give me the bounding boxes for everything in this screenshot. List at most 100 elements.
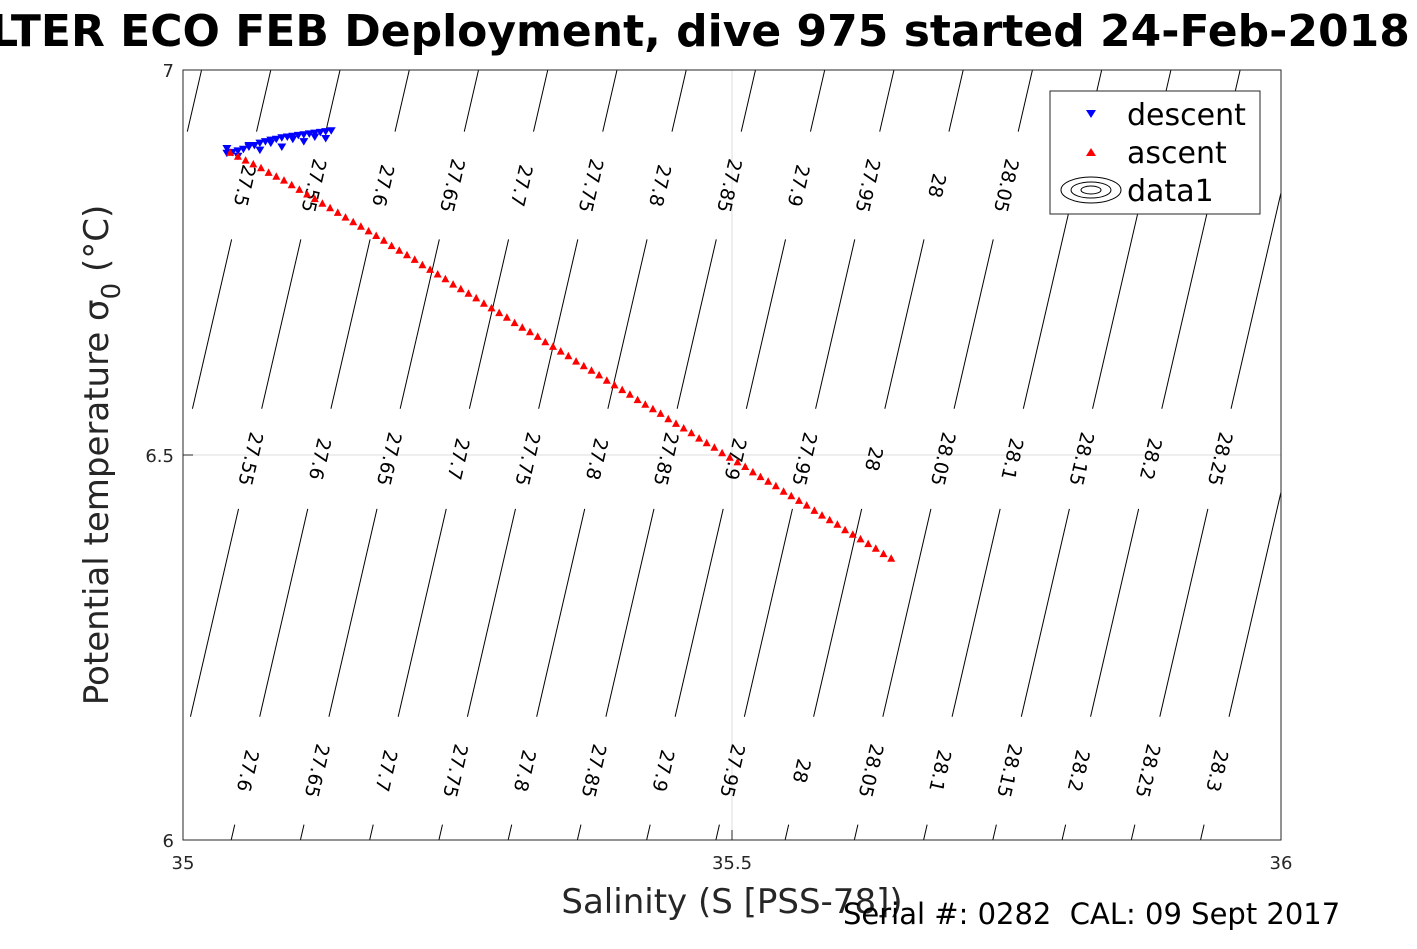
y-tick-label: 7	[163, 61, 174, 82]
ascent-point	[287, 180, 296, 189]
ascent-point	[510, 318, 519, 327]
ascent-point	[587, 366, 596, 374]
ascent-point	[441, 274, 450, 283]
contour-line-27.8	[536, 508, 586, 717]
ascent-point	[825, 515, 834, 524]
descent-point	[293, 131, 303, 140]
ascent-point	[341, 213, 350, 221]
contour-line-27.8	[507, 824, 513, 840]
contour-line-27.75	[602, 70, 618, 132]
contour-line-27.65	[399, 239, 440, 409]
ascent-point	[572, 357, 581, 365]
ascent-point	[656, 409, 665, 417]
ascent-point	[356, 222, 365, 230]
contour-line-28.05	[853, 824, 859, 840]
y-axis-label-main: Potential temperature σ	[77, 299, 117, 705]
ascent-point	[295, 185, 304, 193]
contour-line-28	[784, 824, 790, 840]
ascent-point	[741, 462, 750, 470]
ascent-point	[702, 438, 711, 447]
contour-line-28.2	[1090, 508, 1140, 717]
ascent-point	[349, 217, 358, 226]
contour-line-28.05	[1017, 70, 1033, 132]
ascent-point	[595, 370, 604, 379]
ascent-point	[233, 152, 242, 160]
contour-line-27.65	[463, 70, 480, 132]
ascent-point	[810, 506, 819, 514]
ascent-point	[679, 424, 688, 432]
ascent-point	[602, 376, 611, 384]
descent-point	[326, 127, 336, 135]
descent-point	[315, 128, 325, 137]
contour-line-27.75	[438, 824, 443, 840]
descent-point	[299, 138, 309, 146]
ascent-point	[472, 293, 481, 302]
contour-line-27.55	[261, 239, 302, 409]
contour-line-27.45	[186, 70, 203, 132]
chart-title: LTER ECO FEB Deployment, dive 975 starte…	[0, 6, 1410, 57]
ascent-point	[664, 414, 673, 423]
contour-line-27.7	[397, 508, 447, 717]
descent-point	[271, 135, 281, 144]
contour-line-28	[948, 70, 964, 132]
x-tick-label: 36	[1270, 853, 1293, 874]
contour-label-28: 28	[788, 756, 815, 785]
ascent-point	[818, 511, 826, 519]
contour-line-27.7	[533, 70, 549, 132]
data-series	[222, 127, 896, 562]
ascent-point	[372, 231, 381, 239]
ascent-point	[533, 332, 542, 340]
ascent-point	[379, 236, 388, 244]
ascent-point	[725, 453, 734, 461]
contour-line-28.3	[1228, 489, 1281, 717]
ascent-point	[502, 313, 511, 321]
contour-line-27.6	[259, 508, 309, 717]
ascent-point	[756, 472, 765, 481]
ascent-point	[841, 525, 850, 534]
descent-point	[255, 146, 265, 155]
contour-line-27.95	[715, 824, 720, 840]
ascent-point	[672, 419, 680, 427]
descent-point	[266, 139, 276, 148]
ascent-point	[318, 199, 327, 207]
descent-point	[288, 135, 298, 144]
ascent-point	[549, 342, 557, 350]
legend-contour-icon	[1060, 176, 1122, 204]
descent-point	[255, 139, 265, 148]
contour-line-28.05	[882, 508, 932, 717]
density-contours	[186, 70, 1281, 840]
descent-point	[310, 129, 320, 138]
contour-line-28.15	[992, 824, 997, 840]
ascent-point	[487, 303, 496, 312]
contour-line-27.8	[607, 239, 648, 409]
contour-line-27.95	[743, 508, 793, 717]
contour-line-27.55	[189, 508, 240, 717]
ascent-point	[426, 265, 435, 273]
ascent-point	[280, 176, 288, 184]
contour-line-28.25	[1159, 508, 1209, 717]
y-axis-label-unit-text: (°C)	[77, 205, 117, 272]
ascent-point	[403, 250, 411, 259]
descent-point	[299, 131, 309, 139]
ascent-point	[387, 241, 396, 250]
ascent-point	[648, 404, 657, 413]
ascent-point	[687, 428, 696, 437]
y-axis-label: Potential temperature σ0 (°C)	[77, 205, 127, 705]
ascent-point	[633, 395, 642, 404]
contour-line-27.75	[466, 508, 516, 717]
contour-line-27.5	[256, 70, 272, 132]
ascent-point	[272, 172, 281, 180]
ascent-point	[495, 308, 504, 317]
ascent-point	[257, 163, 265, 172]
contour-line-28.05	[953, 239, 994, 409]
ascent-point	[887, 554, 896, 562]
contour-line-27.65	[328, 508, 378, 717]
ascent-point	[856, 534, 865, 543]
ascent-point	[264, 168, 273, 176]
descent-point	[277, 134, 287, 142]
ascent-point	[433, 270, 442, 278]
legend: descent ascent data1	[1049, 90, 1261, 215]
contour-line-27.7	[369, 824, 374, 840]
